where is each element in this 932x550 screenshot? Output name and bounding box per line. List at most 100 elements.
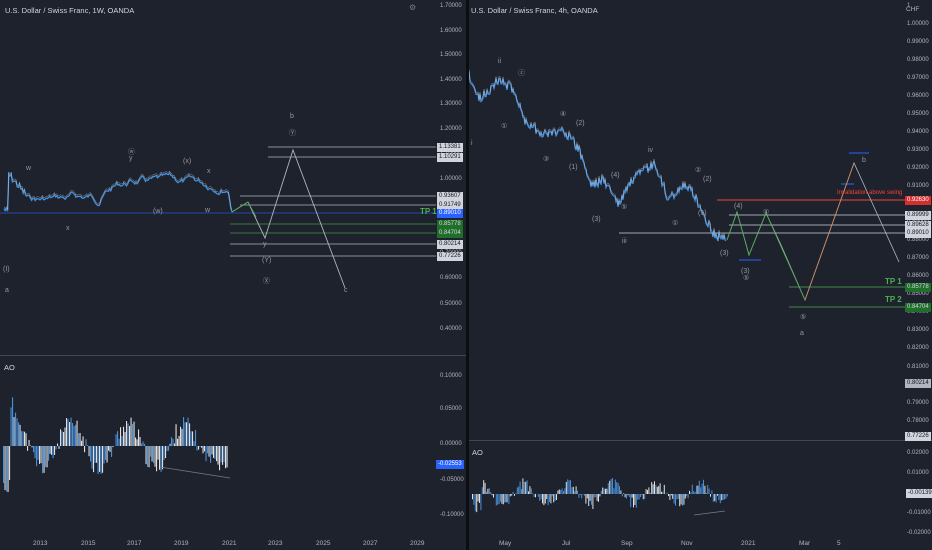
price-tag: 0.85778	[437, 220, 463, 229]
ao-bar	[640, 494, 641, 498]
pane-divider[interactable]	[466, 0, 469, 550]
time-axis-label: 2019	[174, 540, 189, 547]
time-axis-label: Mar	[799, 540, 811, 547]
price-tag: 0.84704	[905, 303, 931, 312]
ao-bar	[171, 437, 173, 446]
ao-bar	[85, 439, 87, 446]
ao-axis-label: 0.02000	[907, 450, 929, 456]
ao-bar	[22, 431, 24, 446]
ao-bar	[144, 443, 146, 446]
price-tag: 1.13381	[437, 143, 463, 152]
ao-bar	[523, 481, 525, 494]
ao-bar	[635, 494, 637, 508]
ao-bar	[533, 494, 535, 498]
ao-bar	[581, 494, 583, 499]
ao-bar	[626, 494, 627, 499]
ao-bar	[186, 422, 188, 446]
ao-bar	[48, 446, 50, 461]
ao-bar	[645, 489, 647, 494]
wave-label: a	[800, 330, 804, 337]
ao-bar	[588, 494, 590, 506]
ao-bar	[142, 441, 144, 446]
ao-bar	[100, 446, 102, 474]
price-axis-label: 0.81000	[907, 364, 929, 370]
ao-bar	[21, 431, 23, 446]
ao-bar	[490, 492, 492, 494]
ao-bar	[718, 494, 720, 500]
ao-bar	[705, 492, 707, 494]
ao-bar	[82, 436, 84, 446]
ao-bar	[153, 446, 155, 463]
ao-bar	[477, 494, 479, 502]
ao-bar	[211, 446, 213, 455]
ao-bar	[543, 494, 545, 506]
price-axis-label: 1.00000	[440, 176, 462, 182]
ao-bar	[138, 429, 140, 446]
ao-bar	[648, 487, 650, 494]
ao-bar	[547, 494, 549, 506]
ao-bar	[623, 493, 625, 494]
ao-bar	[486, 491, 487, 494]
price-tag: 0.93607	[437, 192, 463, 201]
ao-bar	[542, 494, 543, 504]
ao-bar	[154, 446, 156, 467]
wave-label: iv	[648, 147, 654, 154]
ao-bar	[225, 446, 227, 469]
ao-bar	[166, 446, 168, 452]
ao-bar	[662, 491, 664, 494]
price-axis-label: 0.96000	[907, 93, 929, 99]
ao-bar	[55, 446, 57, 450]
ao-bar	[530, 488, 532, 494]
time-axis-label: 2021	[222, 540, 237, 547]
ao-bar	[28, 439, 30, 446]
ao-bar	[585, 494, 587, 504]
price-series-highlight	[3, 170, 233, 211]
price-axis-label: 0.60000	[440, 275, 462, 281]
ao-bar	[563, 491, 564, 494]
projection-orange	[804, 162, 855, 301]
ao-bar	[522, 478, 524, 494]
ao-bar	[58, 446, 60, 449]
ao-bar	[647, 490, 648, 494]
right-pane-separator	[469, 440, 932, 441]
ao-bar	[691, 484, 693, 494]
ao-bar	[480, 494, 482, 511]
price-axis-label: 1.50000	[440, 52, 462, 58]
projection-path	[231, 148, 346, 289]
ao-bar	[564, 488, 566, 494]
ao-bar	[550, 494, 552, 504]
ao-bar	[627, 494, 629, 496]
ao-bar	[157, 446, 159, 460]
ao-bar	[93, 446, 95, 473]
ao-bar	[106, 446, 108, 463]
right-tp1-label: TP 1	[885, 277, 902, 286]
ao-bar	[586, 494, 588, 499]
ao-bar	[644, 494, 646, 500]
settings-gear-icon[interactable]: ⚙	[409, 3, 417, 12]
projection-path	[726, 161, 900, 302]
ao-bar	[201, 446, 203, 448]
ao-bar	[103, 446, 105, 464]
ao-bar	[64, 427, 66, 446]
time-axis-label: 2025	[316, 540, 331, 547]
ao-bar	[526, 480, 528, 494]
left-chart-pane[interactable]: U.S. Dollar / Swiss Franc, 1W, OANDA ⚙ A…	[0, 0, 466, 550]
ao-bar	[180, 426, 182, 446]
ao-bar	[73, 425, 75, 446]
time-axis-label: Sep	[621, 540, 633, 547]
ao-bar	[605, 488, 606, 494]
wave-label: (3)	[592, 216, 601, 223]
ao-bar	[37, 446, 39, 460]
right-chart-pane[interactable]: U.S. Dollar / Swiss Franc, 4h, OANDA CHF…	[469, 0, 932, 550]
ao-bar	[112, 446, 114, 448]
wave-label: Ⓨ	[289, 130, 296, 137]
ao-bar	[602, 487, 604, 494]
ao-bar	[642, 494, 644, 500]
wave-label: (2)	[576, 120, 585, 127]
ao-divergence-line	[159, 466, 231, 479]
ao-bar	[156, 446, 158, 472]
wave-label: ⑤	[621, 204, 628, 211]
ao-bar	[612, 478, 613, 494]
ao-bar	[505, 494, 507, 503]
price-series-highlight	[469, 69, 727, 240]
